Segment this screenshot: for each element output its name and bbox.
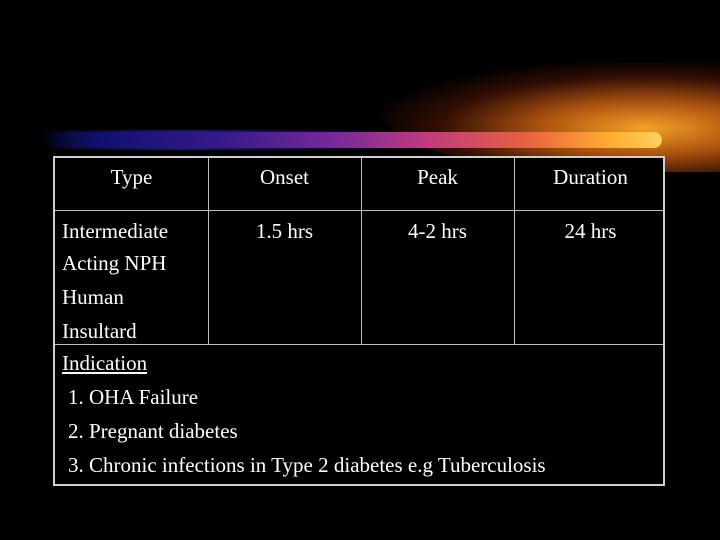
type-line: Insultard	[62, 319, 137, 343]
type-line: Acting NPH	[62, 251, 167, 275]
indication-title: Indication	[62, 351, 148, 375]
row-divider	[55, 210, 663, 211]
header-duration: Duration	[553, 165, 628, 189]
cell-peak: 4-2 hrs	[408, 219, 467, 243]
column-divider	[208, 158, 209, 344]
indication-list: 1. OHA Failure 2. Pregnant diabetes 3. C…	[62, 380, 546, 482]
header-onset: Onset	[260, 165, 309, 189]
cell-onset: 1.5 hrs	[255, 219, 314, 243]
insulin-table: Type Onset Peak Duration Intermediate Ac…	[53, 156, 665, 486]
header-type: Type	[110, 165, 153, 189]
type-line: Intermediate	[62, 219, 169, 243]
header-peak: Peak	[417, 165, 458, 189]
cell-type: Intermediate Acting NPH Human Insultard	[62, 216, 212, 348]
row-divider	[55, 344, 663, 345]
indication-item: 2. Pregnant diabetes	[68, 419, 238, 443]
indication-section: Indication 1. OHA Failure 2. Pregnant di…	[62, 346, 546, 482]
indication-item: 3. Chronic infections in Type 2 diabetes…	[68, 453, 546, 477]
type-line: Human	[62, 285, 124, 309]
decorative-gradient-bar	[40, 132, 662, 148]
indication-item: 1. OHA Failure	[68, 385, 199, 409]
column-divider	[514, 158, 515, 344]
column-divider	[361, 158, 362, 344]
cell-duration: 24 hrs	[564, 219, 617, 243]
